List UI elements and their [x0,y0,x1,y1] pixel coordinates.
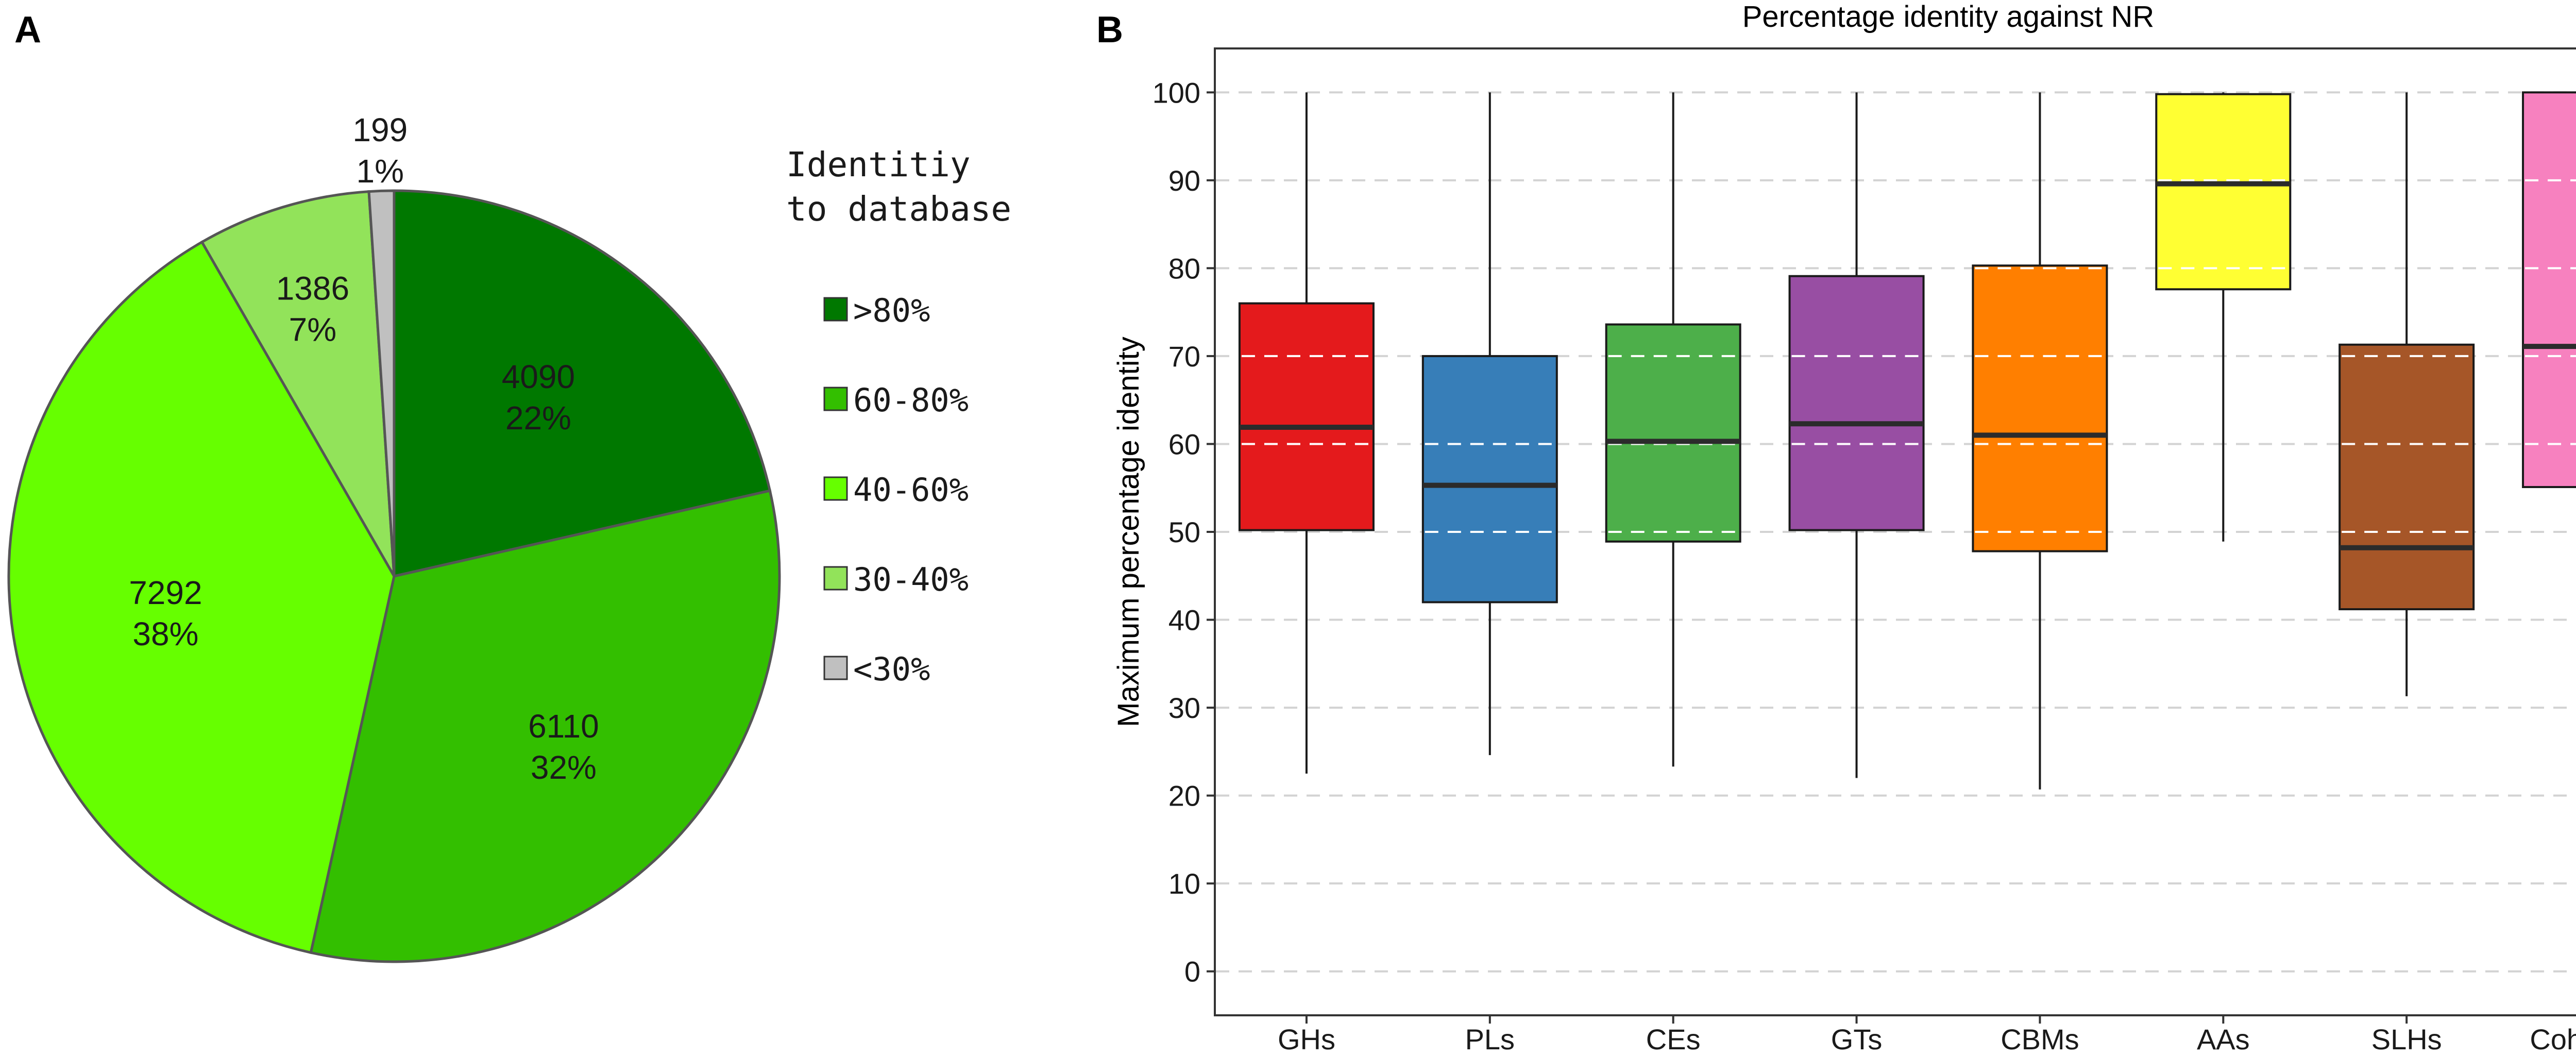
legend-label: 30-40% [853,561,969,598]
box-aas [2155,92,2292,542]
y-tick-label: 30 [1168,692,1200,724]
pie-value-label: 4090 [502,358,575,395]
box-body [2338,343,2475,611]
box-cohesins [2522,91,2576,489]
y-tick-label: 60 [1168,428,1200,460]
x-tick-label: Cohesins [2530,1023,2576,1052]
legend-swatch [823,656,848,680]
pie-value-label: 199 [352,111,408,148]
pie-slice-2 [309,489,781,963]
y-tick-label: 80 [1168,252,1200,284]
box-body [2522,91,2576,489]
pie-slice-3 [7,240,396,954]
legend-label: >80% [853,292,930,329]
y-tick-label: 40 [1168,604,1200,637]
pie-percent-label: 1% [357,153,404,190]
pie-slice-4 [200,190,396,577]
y-tick-label: 100 [1153,76,1200,109]
legend-label: 40-60% [853,471,969,509]
box-ghs [1238,92,1375,774]
box-gts [1788,92,1925,778]
legend-label: 60-80% [853,381,969,419]
pie-percent-label: 22% [505,399,571,437]
legend-swatch [823,566,848,591]
y-tick-label: 50 [1168,516,1200,548]
box-cbms [1972,92,2108,790]
legend-label: <30% [853,650,930,688]
y-axis-label: Maximum percentage identity [1112,337,1145,727]
pie-percent-label: 7% [289,311,337,348]
y-tick-label: 70 [1168,340,1200,373]
pie-slice-1 [393,189,772,578]
panel-a-label: A [14,9,41,51]
legend-title-line-1: Identitiy [786,145,971,185]
box-body [1788,275,1925,531]
pie-slice-5 [367,189,396,577]
box-body [1605,323,1741,543]
y-tick-label: 20 [1168,780,1200,812]
box-body [2155,93,2292,291]
pie-value-label: 1386 [276,270,349,307]
box-ces [1605,92,1741,767]
y-tick-label: 90 [1168,164,1200,197]
y-tick-label: 10 [1168,867,1200,900]
x-tick-label: CBMs [2001,1023,2079,1052]
x-tick-label: AAs [2197,1023,2250,1052]
pie-percent-label: 38% [132,615,198,652]
legend-swatch [823,387,848,411]
legend-swatch [823,297,848,322]
box-pls [1421,92,1558,756]
pie-percent-label: 32% [531,749,597,786]
pie-value-label: 7292 [129,574,202,611]
box-slhs [2338,92,2475,696]
pie-value-label: 6110 [528,708,599,745]
box-body [1972,264,2108,552]
chart-title: Percentage identity against NR [1742,0,2155,34]
x-tick-label: SLHs [2371,1023,2442,1052]
box-body [1421,355,1558,604]
legend-swatch [823,476,848,501]
x-tick-label: CEs [1646,1023,1701,1052]
legend-title-line-2: to database [786,189,1011,229]
y-tick-label: 0 [1184,956,1200,988]
pie-chart: 4090 22% 6110 32% 7292 38% 1386 7% 199 1% [7,111,781,963]
x-tick-label: GTs [1831,1023,1883,1052]
panel-b-label: B [1096,9,1123,51]
x-tick-label: GHs [1278,1023,1335,1052]
x-tick-label: PLs [1465,1023,1515,1052]
box-body [1238,302,1375,531]
box-plot: Percentage identity against NR 0 10 20 30 40 5… [1112,0,2576,1055]
